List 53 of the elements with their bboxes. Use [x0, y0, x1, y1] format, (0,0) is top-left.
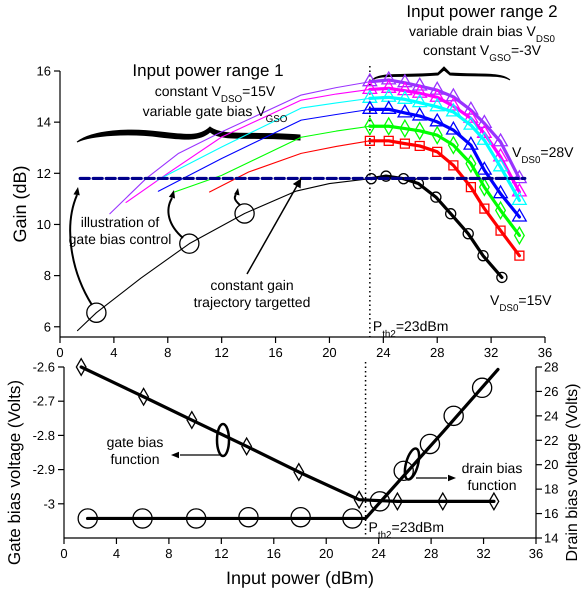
annotation: constant V$_{DSO}$=15V: [154, 83, 276, 104]
x-tick-label: 12: [214, 546, 229, 561]
annotation: Input power range 1: [132, 61, 284, 80]
y-axis-title: Gain (dB): [10, 165, 30, 243]
x-tick-label: 36: [538, 345, 552, 360]
annotation: V$_{DS0}$=28V: [512, 144, 574, 166]
y-axis-title: Gate bias voltage (Volts): [5, 380, 24, 566]
y-tick-label: -2.6: [32, 360, 55, 374]
y-tick-label: -3: [43, 496, 55, 512]
y2-tick-label: 28: [544, 360, 558, 374]
x-tick-label: 4: [110, 345, 118, 360]
x-tick-label: 32: [484, 345, 498, 360]
x-tick-label: 24: [376, 345, 391, 360]
x-tick-label: 0: [56, 345, 64, 360]
x-tick-label: 16: [268, 345, 283, 360]
x-tick-label: 16: [266, 546, 282, 561]
x-tick-label: 32: [476, 546, 491, 561]
y-tick-label: 14: [36, 114, 51, 130]
x-tick-label: 8: [165, 546, 173, 561]
x-tick-label: 36: [528, 546, 544, 561]
y-tick-label: -2.9: [32, 462, 55, 478]
annotation: V$_{DS0}$=15V: [490, 292, 552, 314]
y2-tick-label: 20: [544, 457, 558, 472]
x-axis-title: Input power (dBm): [226, 568, 374, 588]
text: variable drain bias V$_{DS0}$: [409, 23, 556, 44]
y-tick-label: 8: [44, 268, 51, 284]
text: Input power range 2: [406, 2, 558, 21]
x-tick-label: 4: [112, 546, 120, 561]
y-tick-label: -2.8: [32, 428, 55, 443]
y-tick-label: 16: [36, 64, 51, 78]
x-tick-label: 20: [322, 345, 337, 360]
x-tick-label: 24: [371, 546, 386, 561]
x-tick-label: 28: [424, 546, 438, 561]
y-tick-label: -2.7: [32, 394, 55, 409]
annotation: constant gain trajectory targetted: [194, 277, 310, 310]
y2-tick-label: 22: [544, 432, 558, 448]
y2-tick-label: 14: [544, 530, 558, 546]
y2-tick-label: 18: [544, 482, 558, 497]
annotation: drain bias function: [462, 460, 522, 493]
y2-tick-label: 26: [544, 384, 558, 399]
x-tick-label: 8: [164, 345, 172, 360]
y2-tick-label: 24: [544, 408, 558, 424]
x-tick-label: 28: [430, 345, 444, 360]
y2-tick-label: 16: [544, 506, 558, 522]
y-tick-label: 12: [36, 166, 51, 181]
x-tick-label: 20: [318, 546, 334, 561]
text: constant V$_{GSO}$=-3V: [423, 42, 542, 64]
x-tick-label: 12: [214, 345, 229, 360]
annotation: gate bias function: [106, 434, 164, 467]
x-tick-label: 0: [60, 546, 68, 561]
y-tick-label: 6: [44, 319, 51, 334]
y-tick-label: 10: [36, 216, 51, 232]
y2-axis-title: Drain bias voltage (Volts): [564, 384, 581, 562]
